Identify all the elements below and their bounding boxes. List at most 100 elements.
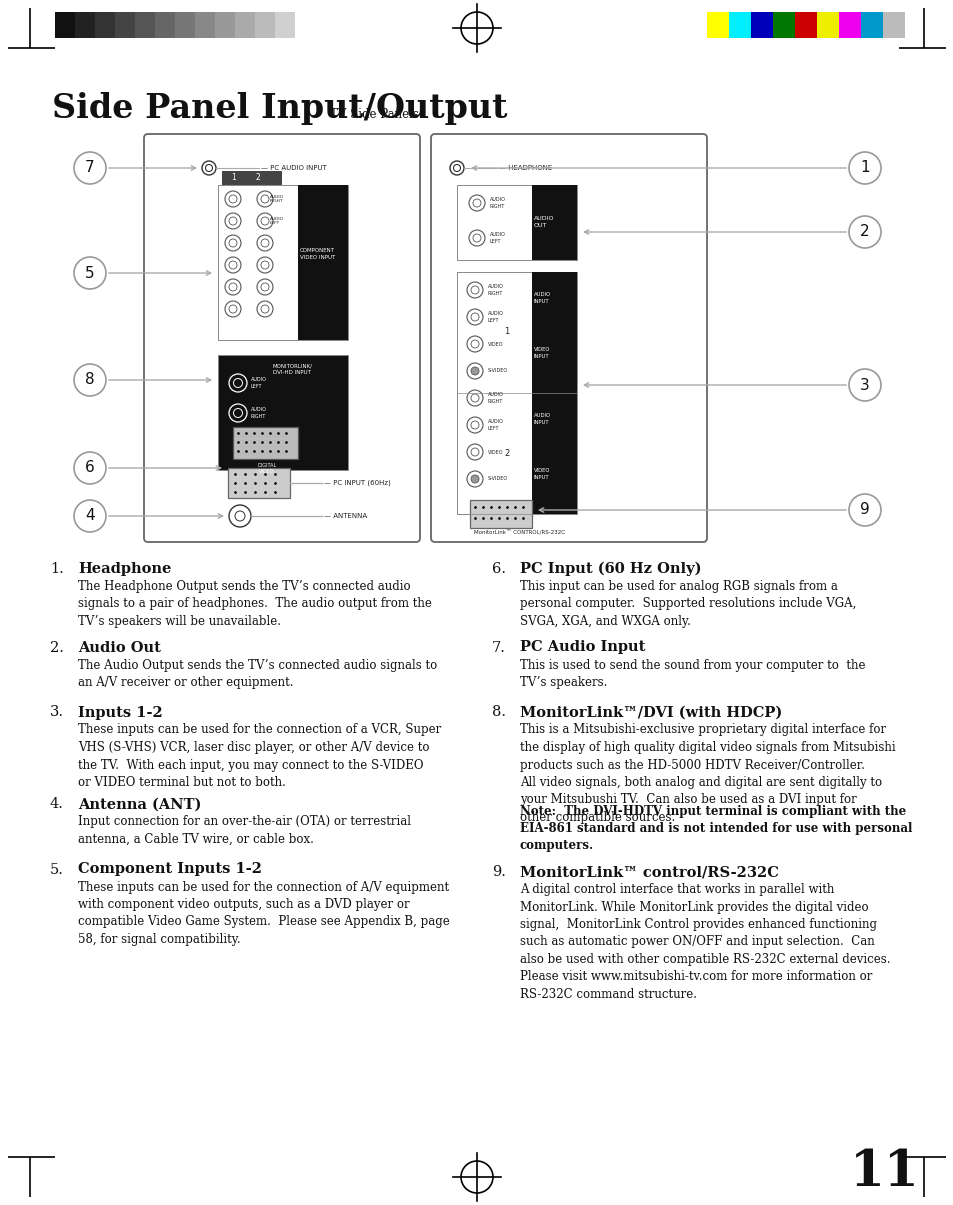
Bar [95,12,115,39]
Text: AUDIO
INPUT: AUDIO INPUT [534,413,551,424]
Text: 9.: 9. [492,865,505,878]
Bar [772,12,794,39]
Bar [55,12,75,39]
Text: 4: 4 [85,509,94,523]
Bar [218,186,348,340]
Text: S-VIDEO: S-VIDEO [488,476,508,482]
Text: AUDIO
LEFT: AUDIO LEFT [490,233,505,243]
Text: — ANTENNA: — ANTENNA [324,513,367,519]
Bar [154,12,174,39]
Text: This input can be used for analog RGB signals from a
personal computer.  Support: This input can be used for analog RGB si… [519,580,856,628]
Text: AUDIO
LEFT: AUDIO LEFT [251,377,267,388]
Text: DIGITAL
VIDEO: DIGITAL VIDEO [257,463,276,475]
Text: AUDIO
RIGHT: AUDIO RIGHT [490,198,505,208]
Bar [254,12,274,39]
Bar [75,12,95,39]
Bar [233,427,297,459]
Text: MONITORLINK/
DVI-HD INPUT: MONITORLINK/ DVI-HD INPUT [273,363,313,375]
Text: AUDIO
LEFT: AUDIO LEFT [488,419,503,430]
Text: AUDIO
LEFT: AUDIO LEFT [488,311,503,323]
Text: 8: 8 [85,372,94,388]
Text: 2: 2 [860,224,869,240]
FancyBboxPatch shape [431,134,706,542]
Text: PC Audio Input: PC Audio Input [519,641,644,654]
Circle shape [471,475,478,483]
FancyBboxPatch shape [144,134,419,542]
Bar [115,12,135,39]
Bar [174,12,194,39]
Bar [706,12,728,39]
Bar [194,12,214,39]
Text: AUDIO
RIGHT: AUDIO RIGHT [251,407,267,418]
Bar [234,12,254,39]
Text: 11: 11 [849,1148,919,1197]
Bar [218,355,348,470]
Text: 6: 6 [85,460,94,476]
Bar [532,272,577,393]
Text: Component Inputs 1-2: Component Inputs 1-2 [78,863,262,876]
Bar [222,171,282,186]
Bar [882,12,904,39]
Text: This is used to send the sound from your computer to  the
TV’s speakers.: This is used to send the sound from your… [519,658,864,689]
Text: Side Panel Input/Output: Side Panel Input/Output [52,92,507,125]
Text: MonitorLink™/DVI (with HDCP): MonitorLink™/DVI (with HDCP) [519,705,781,719]
Text: 1.: 1. [50,562,64,576]
Text: 2: 2 [255,174,260,182]
Bar [750,12,772,39]
Bar [816,12,838,39]
Text: 3.: 3. [50,705,64,719]
Bar [532,393,577,515]
Text: The Audio Output sends the TV’s connected audio signals to
an A/V receiver or ot: The Audio Output sends the TV’s connecte… [78,658,436,689]
Bar [794,12,816,39]
Bar [228,468,290,498]
Bar [456,272,577,515]
Text: VIDEO
INPUT: VIDEO INPUT [534,468,550,480]
Bar [470,500,532,528]
Text: VIDEO
INPUT: VIDEO INPUT [534,347,550,359]
Bar [728,12,750,39]
Text: AUDIO
OUT: AUDIO OUT [534,216,554,228]
Text: MonitorLink™ control/RS-232C: MonitorLink™ control/RS-232C [519,865,778,878]
Text: 1: 1 [504,328,509,336]
Bar [838,12,861,39]
Text: Input connection for an over-the-air (OTA) or terrestrial
antenna, a Cable TV wi: Input connection for an over-the-air (OT… [78,816,411,846]
Circle shape [471,368,478,375]
Text: Headphone: Headphone [78,562,172,576]
Text: Note:  The DVI-HDTV input terminal is compliant with the
EIA-861 standard and is: Note: The DVI-HDTV input terminal is com… [519,805,911,852]
Text: 6.: 6. [492,562,505,576]
Text: S-VIDEO: S-VIDEO [488,369,508,374]
Text: AUDIO
INPUT: AUDIO INPUT [534,292,551,304]
Bar [214,12,234,39]
Text: PC Input (60 Hz Only): PC Input (60 Hz Only) [519,562,700,576]
Text: AUDIO
LEFT: AUDIO LEFT [270,217,284,225]
Text: 7: 7 [85,160,94,176]
Text: 8.: 8. [492,705,505,719]
Text: This is a Mitsubishi-exclusive proprietary digital interface for
the display of : This is a Mitsubishi-exclusive proprieta… [519,723,895,824]
Text: VIDEO: VIDEO [488,341,503,347]
Text: 3: 3 [860,377,869,393]
Text: AUDIO
RIGHT: AUDIO RIGHT [270,194,284,204]
Text: 1: 1 [232,174,236,182]
Text: — HEADPHONE: — HEADPHONE [498,165,552,171]
Text: A digital control interface that works in parallel with
MonitorLink. While Monit: A digital control interface that works i… [519,883,889,1001]
Text: — PC AUDIO INPUT: — PC AUDIO INPUT [261,165,327,171]
Text: 2: 2 [504,448,509,458]
Text: VIDEO: VIDEO [488,449,503,454]
Text: AUDIO
RIGHT: AUDIO RIGHT [488,393,503,404]
Bar [456,186,577,260]
Text: The Headphone Output sends the TV’s connected audio
signals to a pair of headpho: The Headphone Output sends the TV’s conn… [78,580,432,628]
Text: These inputs can be used for the connection of a VCR, Super
VHS (S-VHS) VCR, las: These inputs can be used for the connect… [78,723,441,789]
Text: COMPONENT
VIDEO INPUT: COMPONENT VIDEO INPUT [299,248,335,260]
Text: MonitorLink™ CONTROL/RS-232C: MonitorLink™ CONTROL/RS-232C [474,530,564,535]
Text: AUDIO
RIGHT: AUDIO RIGHT [488,284,503,295]
Text: — PC INPUT (60Hz): — PC INPUT (60Hz) [324,480,391,487]
Text: TV Side Panels: TV Side Panels [330,108,418,121]
Text: Antenna (ANT): Antenna (ANT) [78,798,201,811]
Bar [297,186,348,340]
Text: 1: 1 [860,160,869,176]
Bar [274,12,294,39]
Bar [861,12,882,39]
Text: 5: 5 [85,265,94,281]
Bar [135,12,154,39]
Text: 5.: 5. [50,863,64,876]
